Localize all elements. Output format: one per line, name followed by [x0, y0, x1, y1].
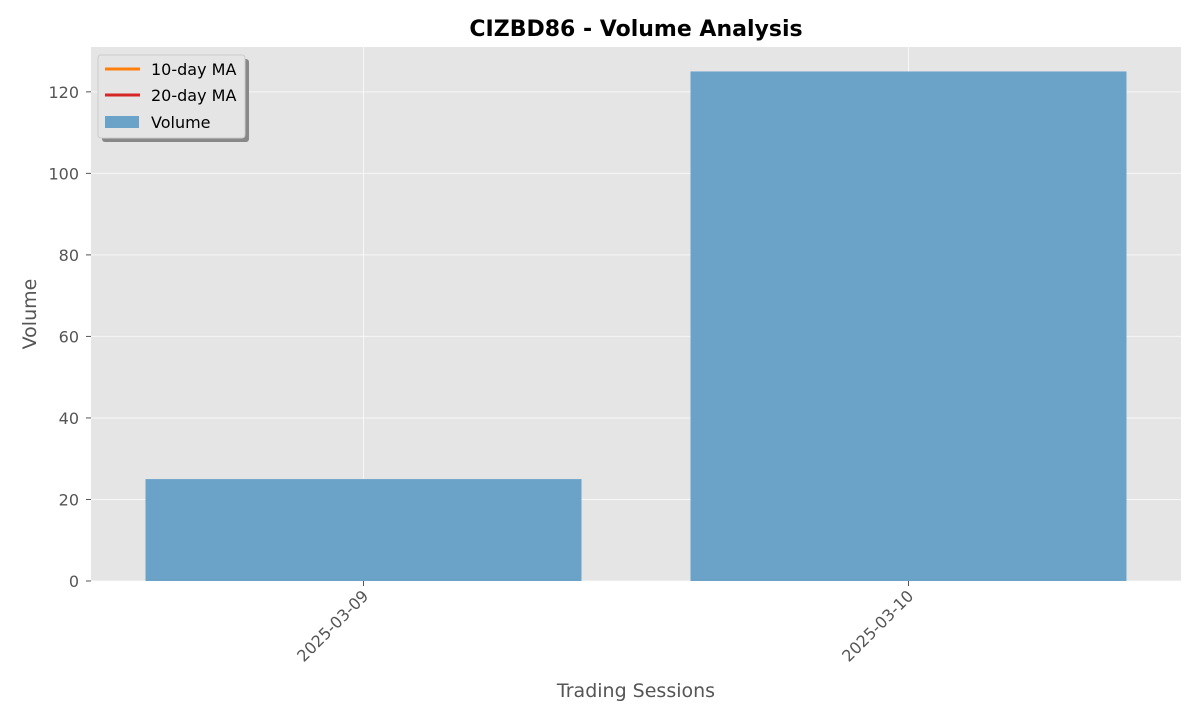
- legend: 10-day MA 20-day MA Volume: [97, 54, 249, 142]
- x-axis-label: Trading Sessions: [556, 680, 715, 702]
- y-tick-label: 100: [48, 164, 79, 183]
- legend-label-10-day-ma: 10-day MA: [151, 60, 236, 79]
- legend-swatch-volume: [105, 116, 139, 128]
- chart-title: CIZBD86 - Volume Analysis: [469, 17, 802, 42]
- y-tick-label: 20: [59, 490, 79, 509]
- legend-label-volume: Volume: [151, 113, 211, 132]
- y-tick-label: 40: [59, 409, 79, 428]
- y-axis-label: Volume: [19, 279, 41, 350]
- legend-label-20-day-ma: 20-day MA: [151, 86, 236, 105]
- x-tick-label: 2025-03-09: [293, 586, 372, 665]
- y-tick-label: 0: [69, 572, 79, 591]
- x-axis: 2025-03-09 2025-03-10: [293, 581, 917, 666]
- y-tick-label: 120: [48, 83, 79, 102]
- bar-2025-03-09: [145, 479, 582, 581]
- y-tick-label: 80: [59, 246, 79, 265]
- y-axis: 0 20 40 60 80 100 120: [48, 83, 91, 591]
- bar-2025-03-10: [690, 71, 1127, 582]
- bars: [145, 71, 1127, 582]
- x-tick-label: 2025-03-10: [838, 586, 917, 665]
- y-tick-label: 60: [59, 327, 79, 346]
